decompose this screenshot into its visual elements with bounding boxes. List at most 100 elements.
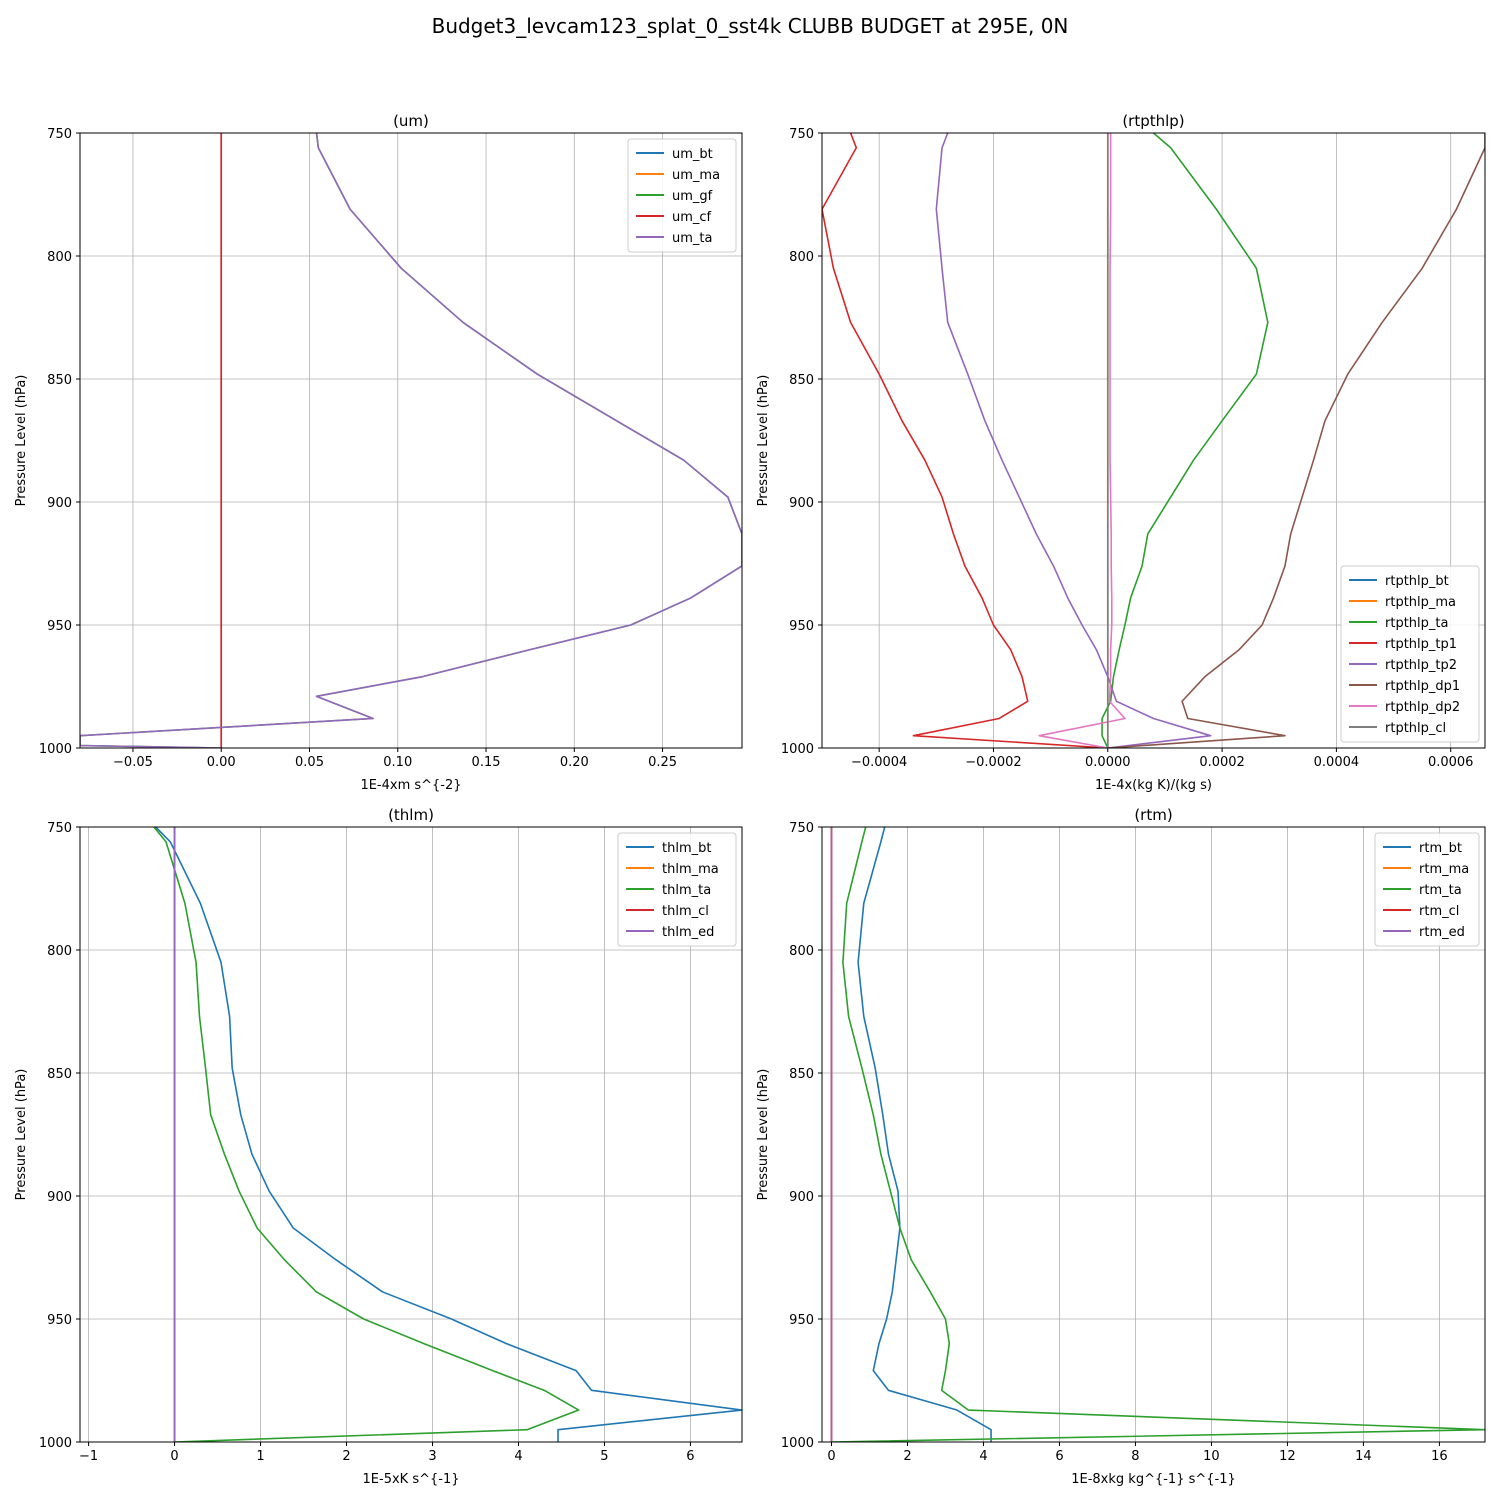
chart-panel-1: −0.0004 −0.0002 0.0000 0.0002 0.0004 0.0006 75…: [756, 112, 1486, 793]
series-line-um_ta: [80, 133, 742, 748]
x-tick-label: 14: [1355, 1449, 1372, 1464]
legend-label-thlm_ta: thlm_ta: [662, 883, 711, 898]
x-tick-label: 0.15: [472, 755, 501, 770]
x-tick-label: 2: [342, 1449, 350, 1464]
y-tick-label: 850: [789, 1067, 814, 1082]
legend: rtpthlp_bt rtpthlp_ma rtpthlp_ta rtpthlp_tp…: [1340, 565, 1480, 743]
y-tick-label: 850: [47, 373, 72, 388]
chart-title: (rtm): [1134, 806, 1172, 824]
legend-label-um_bt: um_bt: [672, 147, 713, 162]
series-line-thlm_bt: [155, 827, 742, 1442]
x-tick-label: 5: [600, 1449, 608, 1464]
y-tick-label: 950: [47, 1313, 72, 1328]
x-tick-label: 4: [979, 1449, 987, 1464]
legend-box: [1374, 832, 1480, 947]
x-tick-label: 0.25: [648, 755, 677, 770]
legend-label-rtm_bt: rtm_bt: [1419, 841, 1462, 856]
legend-box: [617, 832, 737, 947]
x-tick-label: 0.0004: [1314, 755, 1360, 770]
x-tick-label: 0.20: [560, 755, 589, 770]
chart-title: (um): [393, 112, 429, 130]
x-tick-label: −1: [79, 1449, 98, 1464]
legend-label-um_ma: um_ma: [672, 168, 720, 183]
legend: rtm_bt rtm_ma rtm_ta rtm_cl rtm_ed: [1374, 832, 1480, 947]
y-tick-label: 950: [789, 619, 814, 634]
series-group: [153, 827, 742, 1442]
chart-panel-0: −0.05 0.00 0.05 0.10 0.15 0.20 0.25 750 800 850 90…: [14, 112, 743, 793]
x-tick-label: 0.0002: [1199, 755, 1245, 770]
legend-label-rtpthlp_tp1: rtpthlp_tp1: [1385, 637, 1457, 652]
legend-label-rtm_ma: rtm_ma: [1419, 862, 1469, 877]
x-tick-label: 2: [903, 1449, 911, 1464]
x-axis-label: 1E-5xK s^{-1}: [363, 1472, 460, 1487]
x-tick-label: 0: [170, 1449, 178, 1464]
series-group: [822, 133, 1485, 748]
figure-title: Budget3_levcam123_splat_0_sst4k CLUBB BU…: [431, 14, 1069, 38]
series-line-rtpthlp_ta: [1101, 133, 1269, 748]
series-line-rtm_ta: [831, 827, 1485, 1442]
y-tick-label: 800: [47, 250, 72, 265]
x-tick-label: 12: [1279, 1449, 1296, 1464]
legend-label-thlm_bt: thlm_bt: [662, 841, 711, 856]
legend-label-thlm_ed: thlm_ed: [662, 925, 714, 940]
chart-panel-3: 0 2 4 6 8 10 12 14 16 750 800 850 900 950 1000 (rtm) 1E-…: [756, 806, 1486, 1487]
y-tick-label: 950: [789, 1313, 814, 1328]
x-tick-label: 0.0006: [1428, 755, 1474, 770]
legend-label-thlm_ma: thlm_ma: [662, 862, 719, 877]
y-tick-label: 750: [789, 127, 814, 142]
y-tick-label: 750: [789, 821, 814, 836]
legend-label-um_cf: um_cf: [672, 210, 712, 225]
x-tick-label: 0.00: [207, 755, 236, 770]
legend-label-rtpthlp_cl: rtpthlp_cl: [1385, 721, 1446, 736]
y-tick-label: 750: [47, 127, 72, 142]
series-line-rtpthlp_dp1: [1107, 133, 1485, 748]
legend-label-rtpthlp_dp2: rtpthlp_dp2: [1385, 700, 1460, 715]
legend-label-rtpthlp_ta: rtpthlp_ta: [1385, 616, 1448, 631]
series-line-rtpthlp_tp1: [822, 133, 1108, 748]
series-line-rtm_bt: [857, 827, 992, 1442]
x-tick-label: 10: [1203, 1449, 1220, 1464]
y-tick-label: 900: [789, 1190, 814, 1205]
x-axis-label: 1E-8xkg kg^{-1} s^{-1}: [1071, 1472, 1236, 1487]
y-tick-label: 950: [47, 619, 72, 634]
series-group: [80, 133, 742, 748]
x-tick-label: −0.05: [113, 755, 153, 770]
legend-label-rtpthlp_dp1: rtpthlp_dp1: [1385, 679, 1460, 694]
legend-label-rtm_ta: rtm_ta: [1419, 883, 1462, 898]
axes-frame: [821, 132, 1486, 749]
x-tick-label: 6: [1055, 1449, 1063, 1464]
y-tick-label: 850: [789, 373, 814, 388]
y-tick-label: 1000: [781, 742, 814, 757]
x-tick-label: 0.10: [383, 755, 412, 770]
x-axis-label: 1E-4x(kg K)/(kg s): [1095, 778, 1212, 793]
series-line-rtpthlp_tp2: [935, 133, 1212, 748]
y-tick-label: 750: [47, 821, 72, 836]
legend-label-um_ta: um_ta: [672, 231, 712, 246]
x-tick-label: 0.0000: [1085, 755, 1131, 770]
x-tick-label: 6: [686, 1449, 694, 1464]
y-tick-label: 1000: [39, 742, 72, 757]
chart-panel-2: −1 0 1 2 3 4 5 6 750 800 850 900 950 1000 (thlm) 1E-5xK…: [14, 806, 743, 1487]
axes-frame: [79, 132, 743, 749]
x-tick-label: 3: [428, 1449, 436, 1464]
legend-box: [1340, 565, 1480, 743]
x-tick-label: −0.0002: [965, 755, 1021, 770]
axes-frame: [79, 826, 743, 1443]
x-tick-label: 8: [1131, 1449, 1139, 1464]
y-axis-label: Pressure Level (hPa): [14, 1069, 29, 1201]
x-axis-label: 1E-4xm s^{-2}: [360, 778, 461, 793]
x-tick-label: 0: [827, 1449, 835, 1464]
y-axis-label: Pressure Level (hPa): [756, 1069, 771, 1201]
series-line-rtpthlp_dp2: [1038, 133, 1126, 748]
legend-label-rtm_cl: rtm_cl: [1419, 904, 1459, 919]
y-tick-label: 900: [47, 1190, 72, 1205]
x-tick-label: 16: [1431, 1449, 1448, 1464]
y-tick-label: 900: [47, 496, 72, 511]
x-tick-label: 4: [514, 1449, 522, 1464]
y-tick-label: 800: [47, 944, 72, 959]
series-line-thlm_ta: [153, 827, 580, 1442]
legend-label-rtpthlp_bt: rtpthlp_bt: [1385, 574, 1449, 589]
y-tick-label: 850: [47, 1067, 72, 1082]
x-tick-label: 0.05: [295, 755, 324, 770]
